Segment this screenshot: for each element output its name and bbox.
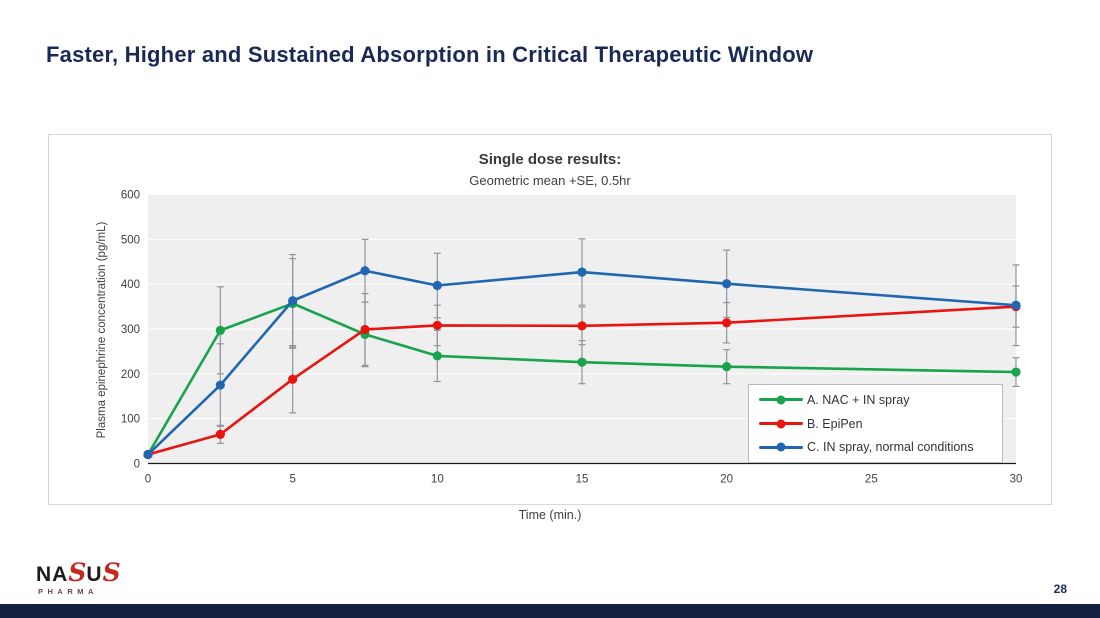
bottom-accent-bar (0, 604, 1100, 618)
svg-text:200: 200 (121, 369, 140, 381)
logo-subtext: PHARMA (38, 587, 98, 596)
chart-subtitle: Geometric mean +SE, 0.5hr (469, 173, 631, 188)
chart-legend: A. NAC + IN spray B. EpiPen C. IN spray,… (748, 384, 1003, 463)
nasus-pharma-logo: NASUS PHARMA (36, 558, 176, 596)
svg-text:400: 400 (121, 279, 140, 291)
legend-line-marker-icon (759, 442, 803, 452)
svg-text:0: 0 (134, 459, 140, 471)
svg-text:5: 5 (289, 474, 295, 486)
legend-label: B. EpiPen (807, 416, 863, 431)
svg-text:500: 500 (121, 234, 140, 246)
svg-text:10: 10 (431, 474, 444, 486)
legend-label: A. NAC + IN spray (807, 392, 910, 407)
svg-text:300: 300 (121, 324, 140, 336)
line-chart: 0 100 200 300 400 500 600 0 5 10 15 20 25 30 (121, 190, 1023, 486)
logo-s-glyph: S (68, 558, 87, 587)
svg-text:20: 20 (720, 474, 733, 486)
svg-text:15: 15 (576, 474, 589, 486)
legend-line-marker-icon (759, 419, 803, 428)
svg-text:25: 25 (865, 474, 878, 486)
x-axis-title: Time (min.) (518, 508, 582, 522)
slide-title: Faster, Higher and Sustained Absorption … (46, 42, 814, 67)
svg-text:600: 600 (121, 190, 140, 202)
chart-panel: 0 100 200 300 400 500 600 0 5 10 15 20 25 30 Single d… (48, 134, 1052, 505)
legend-item-in-spray-normal: C. IN spray, normal conditions (759, 436, 1002, 458)
logo-wordmark: NASUS (36, 558, 121, 587)
svg-text:100: 100 (121, 414, 140, 426)
y-axis-title: Plasma epinephrine concentration (pg/mL) (96, 221, 108, 439)
svg-text:30: 30 (1010, 474, 1023, 486)
legend-item-nac-in-spray: A. NAC + IN spray (759, 389, 1002, 411)
chart-title: Single dose results: (478, 151, 622, 168)
page-number: 28 (1053, 582, 1067, 596)
legend-label: C. IN spray, normal conditions (807, 440, 974, 455)
legend-item-epipen: B. EpiPen (759, 413, 1002, 435)
legend-line-marker-icon (759, 395, 803, 405)
svg-text:0: 0 (145, 474, 151, 486)
logo-s-glyph: S (102, 558, 121, 587)
